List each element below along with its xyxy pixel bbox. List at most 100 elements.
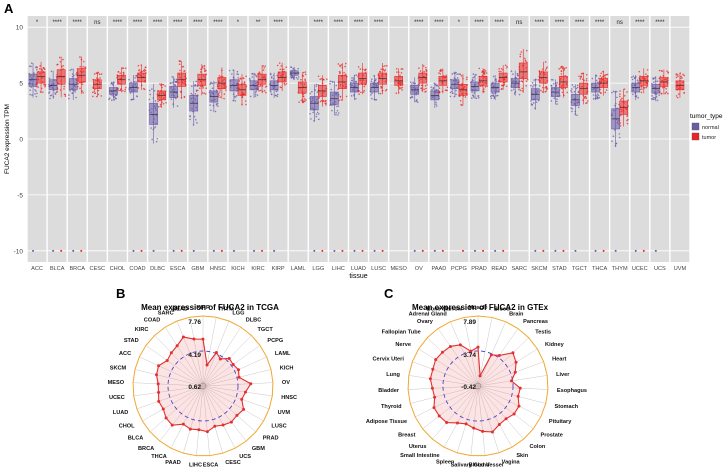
normal-point — [49, 97, 51, 100]
tumor-point — [143, 88, 146, 91]
normal-point — [370, 80, 373, 83]
tumor-point — [560, 87, 563, 90]
y-axis: -10 -5 0 5 10 — [14, 25, 24, 256]
radar-category-label: LIHC — [189, 463, 202, 469]
normal-point — [570, 88, 573, 90]
normal-point — [173, 83, 176, 86]
radar-point — [205, 363, 209, 367]
normal-point — [151, 88, 153, 90]
significance-label: * — [36, 20, 39, 26]
tumor-point — [675, 73, 678, 76]
normal-point — [416, 99, 418, 101]
radar-category-label: Adipose Tissue — [366, 419, 407, 425]
tumor-point — [521, 87, 524, 90]
normal-point — [312, 111, 314, 114]
radar-category-label: Skin — [516, 453, 528, 459]
significance-label: **** — [655, 20, 665, 26]
tumor-point — [92, 91, 94, 94]
tumor-point — [423, 88, 425, 91]
tumor-point — [137, 87, 140, 89]
tumor-point — [400, 68, 403, 70]
normal-point — [530, 100, 532, 102]
tumor-point — [157, 105, 160, 108]
radar-title: Mean expression of FUCA2 in GTEx — [412, 303, 549, 312]
tumor-point — [545, 67, 548, 70]
tumor-point — [257, 88, 259, 90]
radar-point — [434, 358, 438, 362]
tumor-point — [604, 91, 607, 94]
tumor-point — [521, 90, 524, 92]
radar-category-label: SARC — [158, 311, 174, 317]
tumor-point — [585, 79, 588, 82]
normal-point — [533, 79, 535, 81]
tumor-point — [176, 95, 179, 98]
normal-point — [235, 94, 238, 97]
tumor-point — [585, 73, 588, 76]
tumor-point — [340, 99, 343, 101]
tumor-point — [178, 63, 181, 66]
tumor-point — [97, 93, 100, 96]
radar-point — [244, 390, 248, 394]
tumor-point — [64, 93, 67, 96]
normal-point — [337, 105, 340, 107]
radar-category-label: Pituitary — [549, 419, 572, 425]
tumor-point — [663, 86, 666, 89]
normal-outlier — [192, 249, 195, 252]
tumor-point — [203, 92, 205, 95]
tumor-point — [303, 98, 306, 100]
tumor-point — [264, 86, 267, 88]
tumor-point — [626, 91, 628, 93]
normal-point — [656, 99, 659, 102]
normal-point — [75, 96, 77, 99]
significance-label: ns — [516, 20, 522, 26]
radar-scale-label: 4.19 — [188, 352, 201, 359]
tumor-point — [483, 68, 486, 71]
x-tick-label: PAAD — [431, 266, 446, 272]
tumor-point — [538, 70, 541, 72]
normal-point — [234, 100, 237, 102]
tumor-point — [202, 85, 204, 88]
normal-point — [492, 92, 495, 95]
tumor-point — [357, 66, 360, 68]
normal-outlier — [373, 249, 376, 252]
tumor-point — [205, 87, 208, 89]
tumor-outlier — [321, 249, 324, 252]
tumor-point — [526, 78, 529, 81]
normal-point — [616, 96, 618, 99]
tumor-point — [179, 90, 182, 93]
normal-point — [631, 78, 634, 81]
normal-point — [170, 98, 173, 100]
normal-point — [352, 81, 355, 83]
tumor-point — [565, 66, 568, 69]
radar-category-label: Thyroid — [381, 404, 402, 410]
normal-point — [451, 73, 454, 75]
radar-point — [205, 430, 209, 434]
tumor-point — [218, 94, 220, 97]
tumor-point — [560, 70, 563, 72]
normal-point — [371, 92, 373, 95]
tumor-point — [259, 72, 261, 75]
tumor-point — [79, 65, 81, 68]
normal-point — [471, 91, 473, 93]
normal-point — [437, 85, 440, 88]
tumor-point — [319, 78, 321, 81]
tumor-point — [438, 90, 441, 93]
normal-point — [493, 95, 496, 98]
radar-point — [428, 377, 432, 381]
normal-point — [354, 97, 357, 100]
tumor-box — [36, 71, 46, 84]
normal-point — [355, 74, 358, 76]
normal-point — [477, 95, 480, 97]
normal-point — [153, 127, 156, 129]
tumor-point — [646, 85, 648, 88]
radar-spoke — [164, 326, 204, 387]
tumor-point — [400, 72, 403, 74]
boxplot-panel: * **** **** ns **** **** **** **** **** **** * ** **… — [4, 16, 723, 280]
tumor-point — [303, 100, 306, 102]
normal-point — [251, 72, 254, 75]
radar-spoke — [133, 385, 204, 397]
tumor-point — [201, 65, 204, 68]
tumor-point — [258, 85, 260, 88]
tumor-point — [240, 78, 242, 80]
radar-point — [516, 394, 520, 398]
